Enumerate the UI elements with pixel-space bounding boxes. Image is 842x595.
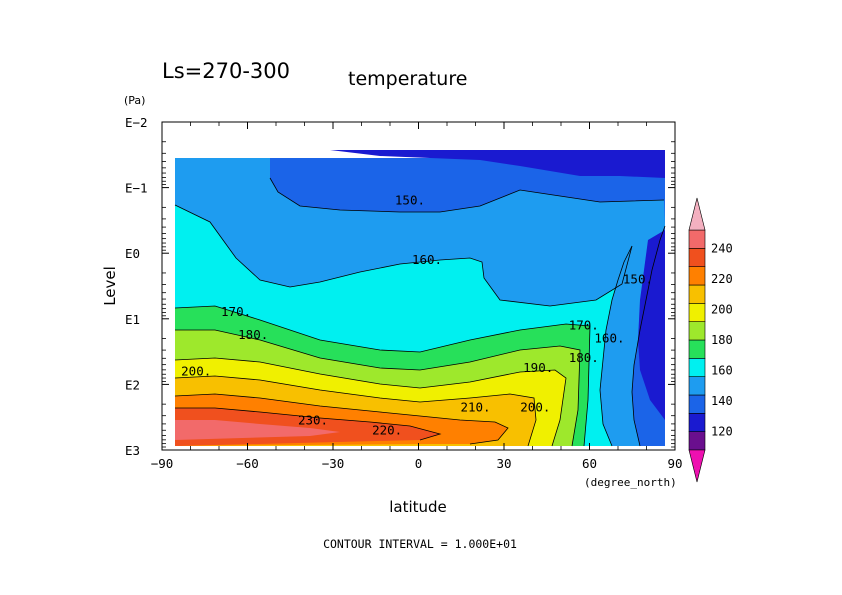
contour-fill-layer [174,150,666,447]
colorbar-band [688,358,706,377]
contour-line-150 [269,177,665,213]
colorbar-under-triangle [688,449,706,483]
colorbar-level-label: 220 [711,272,733,286]
colorbar-band [688,248,706,267]
axes-layer: −90 −60 −30 0 30 60 90 E−2 E−1 E0 E1 E2 E3 [125,115,683,471]
colorbar-band [688,339,706,359]
contour-label: 150. [395,193,425,208]
chart-title: Ls=270-300 [162,59,290,83]
contour-line-160 [174,204,633,307]
band-150-160 [175,158,665,446]
contour-label: 220. [372,422,402,437]
colorbar-level-label: 240 [711,241,733,255]
colorbar-level-label: 200 [711,302,733,316]
y-units-label: (Pa) [124,94,145,107]
colorbar-band [688,413,706,432]
contour-label: 210. [460,399,490,414]
contour-line-200 [174,375,537,447]
x-tick-label: −90 [151,456,174,471]
colorbar-level-label: 180 [711,333,733,347]
contour-line-140 [631,225,666,447]
contour-line-210 [174,393,509,445]
x-tick-label: 60 [582,456,597,471]
y-tick-label: E−1 [125,181,148,196]
y-tick-label: E−2 [125,115,148,130]
contour-label: 200. [520,399,550,414]
x-axis-title: latitude [389,498,447,516]
contour-label: 180. [569,350,599,365]
contour-label: 180. [238,327,268,342]
y-tick-label: E1 [125,312,140,327]
contour-label: 170. [569,317,599,332]
x-tick-label: 90 [667,456,682,471]
colorbar-band [688,229,706,249]
colorbar-level-label: 120 [711,425,733,439]
contour-line-160-polar [599,245,633,447]
colorbar-band [688,266,706,286]
colorbar-band [688,321,706,341]
contour-label: 150. [623,271,653,286]
x-units-label: (degree_north) [584,476,677,489]
contour-label: 190. [523,360,553,375]
y-tick-label: E0 [125,246,140,261]
colorbar-band [688,376,706,396]
colorbar-band [688,394,706,414]
x-tick-label: 30 [496,456,511,471]
contour-interval-note: CONTOUR INTERVAL = 1.000E+01 [323,537,517,551]
y-axis-title: Level [101,266,119,306]
colorbar-level-label: 140 [711,394,733,408]
contour-label: 160. [594,330,624,345]
colorbar-band [688,431,706,451]
contour-label: 160. [412,252,442,267]
chart-subtitle: temperature [348,68,467,90]
x-tick-label: −30 [322,456,345,471]
contour-label: 200. [181,363,211,378]
x-tick-label: 0 [415,456,423,471]
colorbar-band [688,284,706,304]
y-tick-label: E2 [125,377,140,392]
colorbar-level-label: 160 [711,364,733,378]
colorbar-over-triangle [688,197,706,231]
contour-line-180 [175,329,581,447]
band-230-240 [175,420,340,440]
band-130-140-polar [638,230,665,420]
contour-line-190 [174,357,567,447]
y-tick-label: E3 [125,443,140,458]
band-140-150 [270,158,665,446]
contour-line-170 [174,305,591,447]
contour-label: 170. [221,304,251,319]
contour-line-220 [175,407,442,441]
colorbar-band [688,303,706,322]
contour-label: 230. [298,412,328,427]
x-tick-label: −60 [236,456,259,471]
colorbar: 120 140 160 180 200 220 240 [688,197,733,483]
contour-labels: 150.160.170.180.200. 190.210.230.220.200.… [181,193,653,438]
contour-lines [174,177,666,447]
